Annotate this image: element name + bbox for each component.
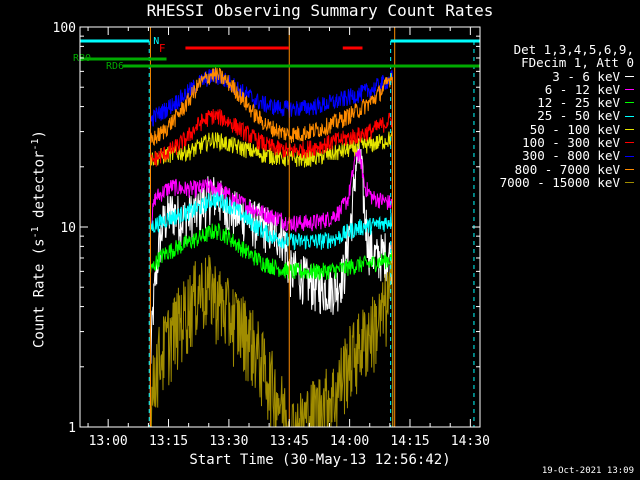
y-axis-label-sup: -1: [30, 226, 41, 239]
series-25-50keV: [149, 192, 394, 428]
axes-group: 1 10 100 13:00 13:15 13:30 13:45 14:00 14:15 14:3…: [53, 21, 490, 449]
legend-entry: 6 - 12 keV: [484, 83, 634, 96]
rd6-label: RD6: [106, 61, 124, 72]
status-bars-group: NF RB0 RD6: [73, 36, 480, 427]
x-tick-label-1415: 14:15: [390, 434, 429, 449]
legend-swatch: [625, 155, 634, 157]
series-group: [149, 27, 396, 428]
legend-label: 300 - 800 keV: [522, 148, 620, 164]
legend-label: 100 - 300 keV: [522, 135, 620, 151]
y-axis-label-sup2: -1: [30, 138, 41, 151]
y-tick-label-10: 10: [60, 221, 76, 236]
series-12-25keV: [149, 223, 394, 428]
legend-entry: 800 - 7000 keV: [484, 161, 634, 177]
x-tick-label-1345: 13:45: [270, 434, 309, 449]
x-tick-label-1430: 14:30: [451, 434, 490, 449]
legend-swatch: [625, 142, 634, 144]
y-axis-label-head: Count Rate (s: [31, 238, 48, 348]
series-6-12keV: [149, 148, 394, 428]
legend-label: 3 - 6 keV: [552, 68, 620, 84]
x-tick-label-1300: 13:00: [89, 434, 128, 449]
chart-title: RHESSI Observing Summary Count Rates: [146, 1, 494, 20]
legend-swatch: [625, 128, 634, 130]
legend-label: 50 - 100 keV: [529, 121, 620, 137]
x-tick-label-1315: 13:15: [149, 434, 188, 449]
legend-entry: 300 - 800 keV: [484, 148, 634, 164]
night-label: N: [153, 36, 159, 47]
series-300-800keV: [149, 68, 394, 428]
legend-label: 7000 - 15000 keV: [499, 174, 620, 190]
legend-entry: 50 - 100 keV: [484, 121, 634, 137]
series-3-6keV: [149, 138, 394, 428]
x-axis-label: Start Time (30-May-13 12:56:42): [189, 452, 451, 468]
y-tick-label-1: 1: [68, 421, 76, 436]
legend-swatch: [625, 75, 634, 77]
legend-entry: 7000 - 15000 keV: [484, 176, 634, 189]
legend-swatch: [625, 89, 634, 91]
legend-entry: 3 - 6 keV: [484, 68, 634, 84]
legend-label: 25 - 50 keV: [537, 108, 620, 124]
legend-swatch: [625, 168, 634, 170]
legend-label: 6 - 12 keV: [544, 81, 620, 97]
legend-entry: 25 - 50 keV: [484, 108, 634, 124]
legend-header-2: FDecim 1, Att 0: [521, 55, 634, 71]
x-tick-label-1330: 13:30: [209, 434, 248, 449]
legend-swatch: [625, 102, 634, 104]
series-100-300keV: [149, 108, 394, 428]
x-tick-label-1400: 14:00: [330, 434, 369, 449]
legend: Det 1,3,4,5,6,9, FDecim 1, Att 0 3 - 6 k…: [484, 43, 634, 189]
y-tick-label-100: 100: [53, 21, 76, 36]
legend-swatch: [625, 182, 634, 184]
legend-entries: 3 - 6 keV 6 - 12 keV 12 - 25 keV 25 - 50 ke…: [484, 68, 634, 189]
attenuator-label: F: [159, 42, 166, 55]
series-800-7000keV: [149, 67, 394, 428]
series-7000-15000keV: [149, 255, 394, 428]
rb0-label: RB0: [73, 53, 91, 64]
legend-entry: 12 - 25 keV: [484, 96, 634, 109]
legend-label: 12 - 25 keV: [537, 95, 620, 111]
legend-entry: 100 - 300 keV: [484, 136, 634, 149]
legend-header-1: Det 1,3,4,5,6,9,: [513, 42, 634, 57]
legend-swatch: [625, 115, 634, 117]
y-axis-label-tail: detector: [31, 150, 48, 227]
legend-label: 800 - 7000 keV: [514, 161, 620, 177]
timestamp: 19-Oct-2021 13:09: [541, 466, 634, 476]
y-axis-label: Count Rate (s-1 detector-1): [30, 130, 48, 348]
y-axis-label-end: ): [31, 130, 48, 139]
